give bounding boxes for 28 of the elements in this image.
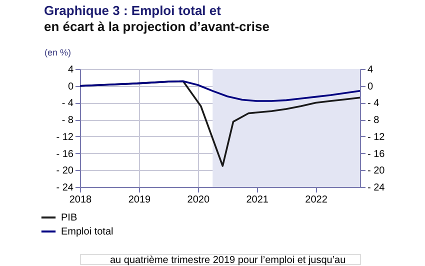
y2-tick-label: - 20 <box>368 166 386 177</box>
y2-tick-label: - 8 <box>368 115 380 126</box>
x-tick-label: 2019 <box>128 194 152 206</box>
y2-tick-label: - 12 <box>368 132 386 143</box>
y-tick-label: - 12 <box>56 132 74 143</box>
x-tick-label: 2021 <box>246 194 269 206</box>
text: au quatrième trimestre 2019 pour l’emploi et jusqu’au <box>110 255 346 266</box>
y2-tick-label: 0 <box>368 81 374 92</box>
y-tick-label: - 16 <box>56 148 74 160</box>
x-tick-label: 2020 <box>187 194 210 206</box>
y2-tick-label: 4 <box>368 64 374 76</box>
y2-tick-label: - 24 <box>368 182 386 194</box>
chart-subtitle: en écart à la projection d’avant-crise <box>44 19 270 34</box>
chart-title: Graphique 3 : Emploi total et <box>44 3 222 18</box>
legend-label: Emploi total <box>61 226 114 238</box>
y-tick-label: - 4 <box>62 98 74 110</box>
y-tick-label: - 8 <box>62 115 74 126</box>
y2-tick-label: - 4 <box>368 98 380 110</box>
y-tick-label: 4 <box>68 64 74 76</box>
line-series <box>79 80 361 102</box>
y-tick-label: 0 <box>68 81 74 92</box>
y-axis-title: (en %) <box>44 48 72 58</box>
x-tick-label: 2022 <box>305 194 328 206</box>
y-tick-label: - 24 <box>56 182 74 194</box>
y2-tick-label: - 16 <box>368 148 386 160</box>
legend-label: PIB <box>61 212 78 224</box>
y-tick-label: - 20 <box>56 166 74 177</box>
x-tick-label: 2018 <box>69 194 92 206</box>
